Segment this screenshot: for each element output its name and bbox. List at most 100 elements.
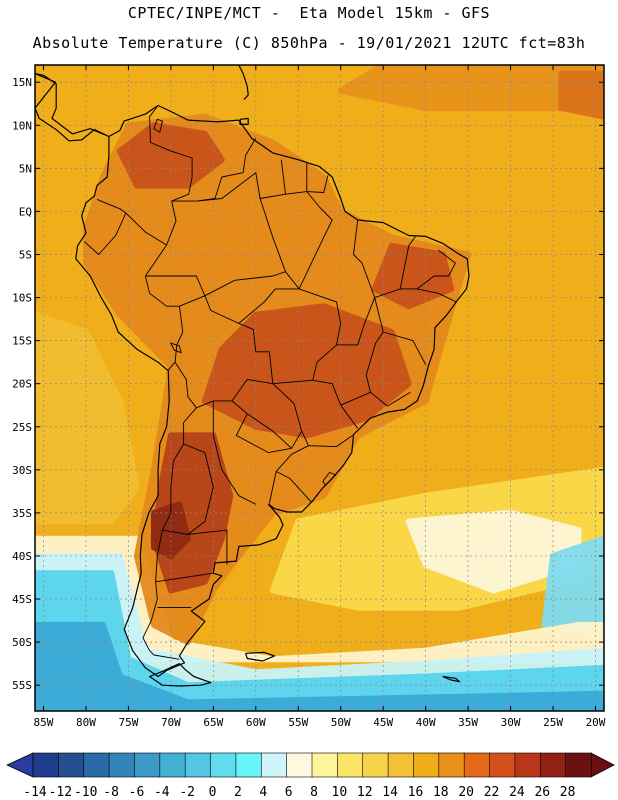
border-brazil-states-9 bbox=[353, 219, 376, 298]
border-brazil-states-10 bbox=[259, 198, 300, 290]
lon-label-25W: 25W bbox=[543, 716, 563, 729]
lon-label-30W: 30W bbox=[501, 716, 521, 729]
coastline-trinidad bbox=[239, 117, 249, 126]
colorbar-label: 26 bbox=[534, 785, 550, 800]
map-axes: 15N 10N 5N EQ 5S 10S 15S 20S 25S 30S 35S 40S 45S 50S 5… bbox=[12, 65, 606, 729]
colorbar-swatch bbox=[337, 752, 364, 778]
border-brazil-states-15 bbox=[416, 249, 456, 290]
lon-label-65W: 65W bbox=[203, 716, 223, 729]
lon-label-70W: 70W bbox=[161, 716, 181, 729]
colorbar-swatch bbox=[134, 752, 161, 778]
lon-label-85W: 85W bbox=[34, 716, 54, 729]
lat-label-35S: 35S bbox=[12, 507, 32, 520]
lat-label-40S: 40S bbox=[12, 550, 32, 563]
lat-label-55S: 55S bbox=[12, 679, 32, 692]
border-brazil-states-4 bbox=[340, 391, 411, 407]
border-brazil-states-8 bbox=[399, 236, 416, 289]
colorbar-swatch bbox=[539, 752, 567, 778]
colorbar-label: 4 bbox=[259, 785, 267, 800]
lat-label-EQ: EQ bbox=[19, 205, 32, 218]
colorbar-swatch bbox=[438, 752, 465, 778]
colorbar-label: 22 bbox=[484, 785, 500, 800]
border-bolivia-chile-argentina bbox=[174, 361, 273, 409]
coastline-central-america bbox=[35, 72, 110, 142]
colorbar-label: -10 bbox=[74, 785, 97, 800]
lake-lake-maracaibo bbox=[153, 118, 163, 133]
border-paraguay-argentina bbox=[231, 400, 303, 449]
border-argentina-provinces-4 bbox=[155, 572, 214, 583]
colorbar-swatch bbox=[514, 752, 541, 778]
lat-label-50S: 50S bbox=[12, 636, 32, 649]
lat-label-5S: 5S bbox=[19, 248, 32, 261]
border-brazil-states-11 bbox=[204, 271, 286, 297]
zone-atlantic-north-hot bbox=[558, 70, 604, 120]
lat-label-15N: 15N bbox=[12, 76, 32, 89]
lat-label-30S: 30S bbox=[12, 464, 32, 477]
border-argentina-provinces-2 bbox=[183, 443, 214, 535]
border-brazil-states-2 bbox=[272, 379, 359, 429]
border-brazil-states-1 bbox=[238, 288, 376, 346]
colorbar-swatch bbox=[463, 752, 491, 778]
colorbar-label: -6 bbox=[129, 785, 145, 800]
border-brazil-states-13 bbox=[298, 191, 333, 290]
colorbar-swatch bbox=[565, 752, 592, 778]
border-brazil-states-12 bbox=[145, 275, 206, 296]
colorbar-label: 12 bbox=[357, 785, 373, 800]
temperature-field-layer bbox=[35, 65, 604, 711]
colorbar-swatch bbox=[32, 752, 59, 778]
colorbar-label: 28 bbox=[560, 785, 576, 800]
lon-label-55W: 55W bbox=[288, 716, 308, 729]
colorbar-label: 2 bbox=[234, 785, 242, 800]
colorbar-swatch bbox=[286, 752, 313, 778]
border-argentina-uruguay bbox=[268, 471, 277, 504]
colorbar-label: 20 bbox=[458, 785, 474, 800]
lat-label-45S: 45S bbox=[12, 593, 32, 606]
lake-lake-titicaca bbox=[170, 342, 182, 354]
coastline-galapagos bbox=[0, 216, 7, 220]
colorbar-under-arrow bbox=[6, 752, 34, 778]
zone-south-blue bbox=[35, 621, 604, 711]
lat-label-25S: 25S bbox=[12, 421, 32, 434]
colorbar-swatch bbox=[362, 752, 389, 778]
colorbar-label: -14 bbox=[23, 785, 47, 800]
coastline-tierra-del-fuego bbox=[149, 663, 212, 687]
colorbar-swatch bbox=[108, 752, 136, 778]
colorbar-label: 14 bbox=[382, 785, 398, 800]
colorbar-label: -2 bbox=[179, 785, 195, 800]
lat-label-5N: 5N bbox=[19, 162, 32, 175]
colorbar-label: 10 bbox=[332, 785, 348, 800]
lat-label-10S: 10S bbox=[12, 292, 32, 305]
coastline-south-georgia-fragment bbox=[442, 675, 461, 683]
coastline-falklands bbox=[245, 651, 276, 662]
border-ecuador-peru bbox=[83, 212, 127, 255]
lat-label-10N: 10N bbox=[12, 119, 32, 132]
colorbar-label: 8 bbox=[310, 785, 318, 800]
colorbar-swatch bbox=[83, 752, 110, 778]
border-brazil-states-6 bbox=[383, 331, 427, 365]
lon-label-80W: 80W bbox=[76, 716, 96, 729]
map-frame bbox=[34, 64, 605, 712]
lon-label-60W: 60W bbox=[246, 716, 266, 729]
lat-label-20S: 20S bbox=[12, 378, 32, 391]
colorbar-label: 18 bbox=[433, 785, 449, 800]
colorbar-swatch bbox=[58, 752, 85, 778]
colorbar-label: -12 bbox=[49, 785, 72, 800]
lon-label-20W: 20W bbox=[586, 716, 606, 729]
colorbar-swatch bbox=[235, 752, 262, 778]
border-argentina-provinces-1 bbox=[212, 400, 257, 505]
colorbar-swatch bbox=[387, 752, 415, 778]
lat-label-15S: 15S bbox=[12, 335, 32, 348]
chart-title-line-1: CPTEC/INPE/MCT - Eta Model 15km - GFS bbox=[127, 4, 491, 22]
colorbar-swatch bbox=[489, 752, 516, 778]
colorbar-swatch bbox=[311, 752, 338, 778]
colorbar-swatch bbox=[159, 752, 186, 778]
colorbar-label: 6 bbox=[285, 785, 293, 800]
colorbar-swatch bbox=[184, 752, 212, 778]
border-argentina-provinces-6 bbox=[235, 413, 292, 454]
border-brazil-peru-bolivia bbox=[144, 244, 312, 503]
lake-lagoa-dos-patos bbox=[322, 471, 337, 487]
lon-label-45W: 45W bbox=[373, 716, 393, 729]
lon-label-35W: 35W bbox=[458, 716, 478, 729]
lon-label-40W: 40W bbox=[416, 716, 436, 729]
border-argentina-provinces-3 bbox=[162, 529, 228, 565]
